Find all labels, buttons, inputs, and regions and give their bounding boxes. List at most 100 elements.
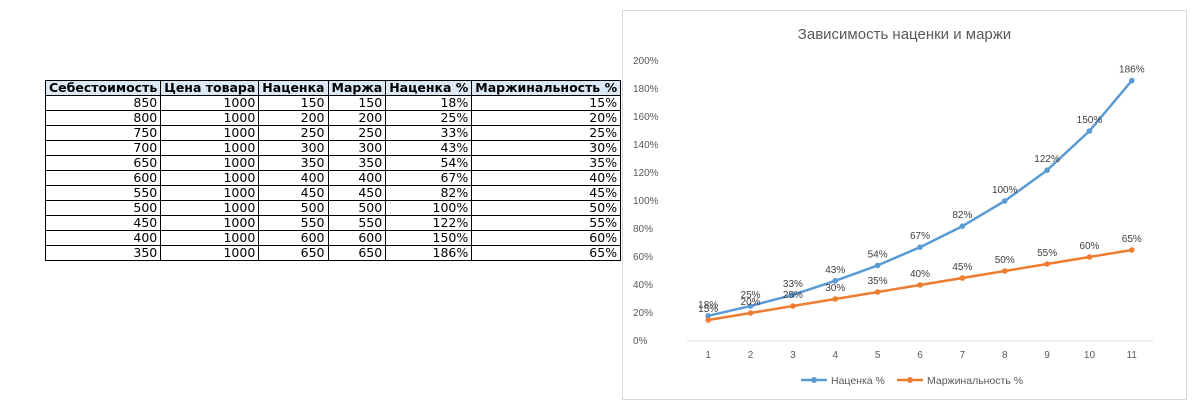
- data-label: 33%: [783, 279, 803, 290]
- data-point: [959, 275, 966, 281]
- table-cell[interactable]: 30%: [471, 140, 622, 156]
- data-point: [705, 313, 711, 319]
- data-point: [1086, 128, 1093, 134]
- data-point: [874, 262, 881, 269]
- table-cell[interactable]: 350: [327, 155, 387, 171]
- table-cell[interactable]: 400: [44, 230, 162, 246]
- table-cell[interactable]: 600: [258, 230, 329, 246]
- table-cell[interactable]: 200: [327, 110, 387, 126]
- table-cell[interactable]: 1000: [160, 170, 260, 186]
- table-cell[interactable]: 1000: [160, 155, 260, 171]
- table-cell[interactable]: 15%: [471, 95, 622, 111]
- table-cell[interactable]: 450: [258, 185, 329, 201]
- table-cell[interactable]: 550: [327, 215, 387, 231]
- data-label: 150%: [1077, 115, 1103, 126]
- table-cell[interactable]: 800: [44, 110, 162, 126]
- table-row: 650 1000 350 350 54% 35%: [44, 155, 622, 171]
- table-cell[interactable]: 1000: [160, 185, 260, 201]
- table-cell[interactable]: 25%: [385, 110, 473, 126]
- data-point: [874, 289, 881, 295]
- table-cell[interactable]: 1000: [160, 245, 260, 261]
- table-cell[interactable]: 122%: [385, 215, 473, 231]
- table-row: 550 1000 450 450 82% 45%: [44, 185, 622, 201]
- header-markup-pct[interactable]: Наценка %: [385, 80, 473, 96]
- y-tick-label: 180%: [633, 84, 659, 95]
- table-cell[interactable]: 650: [258, 245, 329, 261]
- table-cell[interactable]: 1000: [160, 230, 260, 246]
- x-tick-label: 4: [832, 350, 838, 361]
- table-cell[interactable]: 150: [327, 95, 387, 111]
- table-cell[interactable]: 350: [44, 245, 162, 261]
- header-markup[interactable]: Наценка: [258, 80, 329, 96]
- table-cell[interactable]: 40%: [471, 170, 622, 186]
- table-cell[interactable]: 300: [327, 140, 387, 156]
- table-cell[interactable]: 1000: [160, 95, 260, 111]
- table-cell[interactable]: 750: [44, 125, 162, 141]
- table-cell[interactable]: 25%: [471, 125, 622, 141]
- table-cell[interactable]: 300: [258, 140, 329, 156]
- table-cell[interactable]: 150: [258, 95, 329, 111]
- header-cost[interactable]: Себестоимость: [44, 80, 162, 96]
- table-cell[interactable]: 35%: [471, 155, 622, 171]
- table-cell[interactable]: 1000: [160, 125, 260, 141]
- y-tick-label: 80%: [633, 224, 653, 235]
- table-cell[interactable]: 1000: [160, 140, 260, 156]
- data-point: [1129, 77, 1135, 84]
- data-label: 122%: [1034, 154, 1060, 165]
- table-cell[interactable]: 67%: [385, 170, 473, 186]
- data-label: 25%: [783, 290, 803, 301]
- table-cell[interactable]: 60%: [471, 230, 622, 246]
- table-row: 500 1000 500 500 100% 50%: [44, 200, 622, 216]
- x-tick-label: 9: [1044, 350, 1050, 361]
- table-cell[interactable]: 650: [44, 155, 162, 171]
- table-cell[interactable]: 1000: [160, 200, 260, 216]
- table-cell[interactable]: 550: [44, 185, 162, 201]
- table-cell[interactable]: 350: [258, 155, 329, 171]
- table-cell[interactable]: 600: [44, 170, 162, 186]
- table-cell[interactable]: 200: [258, 110, 329, 126]
- table-cell[interactable]: 500: [258, 200, 329, 216]
- data-label: 67%: [910, 231, 930, 242]
- table-cell[interactable]: 54%: [385, 155, 473, 171]
- table-cell[interactable]: 550: [258, 215, 329, 231]
- table-cell[interactable]: 250: [327, 125, 387, 141]
- table-cell[interactable]: 65%: [471, 245, 622, 261]
- table-cell[interactable]: 82%: [385, 185, 473, 201]
- x-tick-label: 7: [960, 350, 966, 361]
- header-margin[interactable]: Маржа: [327, 80, 387, 96]
- data-point: [747, 310, 754, 316]
- table-cell[interactable]: 700: [44, 140, 162, 156]
- table-cell[interactable]: 650: [327, 245, 387, 261]
- table-cell[interactable]: 43%: [385, 140, 473, 156]
- data-label: 20%: [741, 297, 761, 308]
- table-cell[interactable]: 1000: [160, 215, 260, 231]
- table-cell[interactable]: 850: [44, 95, 162, 111]
- table-cell[interactable]: 450: [327, 185, 387, 201]
- y-tick-label: 160%: [633, 112, 659, 123]
- table-cell[interactable]: 150%: [385, 230, 473, 246]
- data-point: [1086, 254, 1093, 260]
- table-cell[interactable]: 33%: [385, 125, 473, 141]
- header-price[interactable]: Цена товара: [160, 80, 260, 96]
- table-cell[interactable]: 100%: [385, 200, 473, 216]
- table-cell[interactable]: 186%: [385, 245, 473, 261]
- table-cell[interactable]: 450: [44, 215, 162, 231]
- table-cell[interactable]: 250: [258, 125, 329, 141]
- table-row: 700 1000 300 300 43% 30%: [44, 140, 622, 156]
- table-cell[interactable]: 50%: [471, 200, 622, 216]
- header-margin-pct[interactable]: Маржинальность %: [471, 80, 622, 96]
- table-row: 750 1000 250 250 33% 25%: [44, 125, 622, 141]
- table-cell[interactable]: 400: [327, 170, 387, 186]
- chart-container[interactable]: Зависимость наценки и маржи 0% 20% 40% 60% 8…: [622, 10, 1187, 400]
- table-cell[interactable]: 400: [258, 170, 329, 186]
- table-cell[interactable]: 55%: [471, 215, 622, 231]
- legend-marker: [907, 377, 913, 383]
- table-cell[interactable]: 600: [327, 230, 387, 246]
- table-cell[interactable]: 500: [327, 200, 387, 216]
- table-cell[interactable]: 500: [44, 200, 162, 216]
- table-cell[interactable]: 45%: [471, 185, 622, 201]
- table-cell[interactable]: 1000: [160, 110, 260, 126]
- table-cell[interactable]: 18%: [385, 95, 473, 111]
- table-cell[interactable]: 20%: [471, 110, 622, 126]
- data-point: [1044, 261, 1050, 267]
